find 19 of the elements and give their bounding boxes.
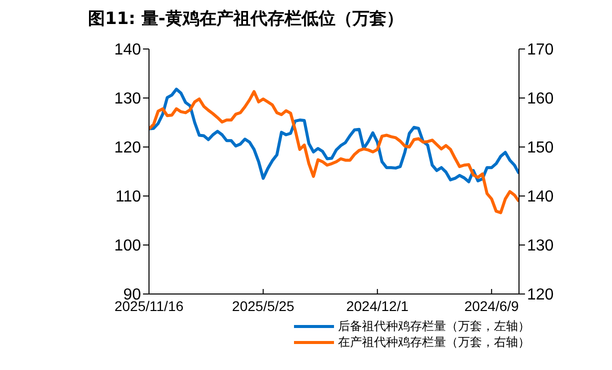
legend-label: 在产祖代种鸡存栏量（万套，右轴） [338,334,530,350]
y-tick-label: 130 [114,90,142,108]
x-tick-label: 2025/5/25 [232,298,295,314]
y-tick-label: 110 [115,188,142,206]
chart-title: 图11: 量-黄鸡在产祖代存栏低位（万套） [87,8,404,31]
y2-tick-label: 150 [527,140,554,157]
y2-tick-label: 120 [527,286,554,304]
y2-tick-label: 160 [527,90,554,108]
x-tick-label: 2024/12/1 [346,298,409,314]
y-tick-label: 120 [114,140,142,157]
y2-tick-label: 130 [527,238,554,255]
legend-label: 后备祖代种鸡存栏量（万套，左轴） [338,318,530,334]
y-tick-label: 140 [114,42,142,59]
y2-tick-label: 170 [527,42,554,59]
line-series [149,88,519,184]
y2-tick-label: 140 [527,188,554,206]
x-tick-label: 2024/6/9 [464,298,520,314]
line-series [149,90,519,214]
y-tick-label: 100 [114,238,142,255]
